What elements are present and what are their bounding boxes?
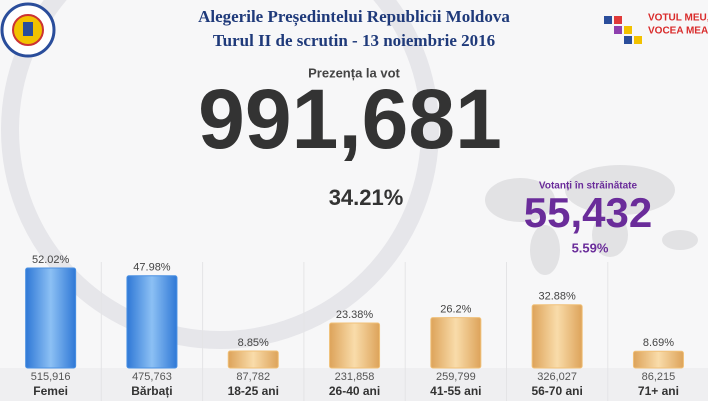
category-label: Bărbați: [131, 384, 172, 398]
bar: [25, 267, 77, 369]
category-label: 56-70 ani: [531, 384, 582, 398]
logo-mark: [604, 16, 642, 44]
title: Alegerile Președintelui Republicii Moldo…: [198, 7, 510, 27]
subtitle: Turul II de scrutin - 13 noiembrie 2016: [213, 31, 495, 50]
count-label: 475,763: [132, 371, 172, 383]
category-label: Femei: [33, 384, 68, 398]
bar: [430, 317, 482, 369]
chart-footer: [0, 368, 708, 401]
category-label: 18-25 ani: [228, 384, 279, 398]
category-label: 71+ ani: [638, 384, 679, 398]
logo-text: VOCEA MEA!: [648, 26, 708, 37]
value-label: 23.38%: [336, 309, 374, 321]
value-label: 52.02%: [32, 254, 70, 266]
value-label: 8.69%: [643, 337, 674, 349]
watermark: [1, 0, 439, 349]
bar: [126, 275, 178, 369]
category-label: 26-40 ani: [329, 384, 380, 398]
turnout-label: Prezența la vot: [308, 65, 400, 80]
count-label: 326,027: [537, 371, 577, 383]
count-label: 86,215: [642, 371, 676, 383]
value-label: 47.98%: [133, 262, 171, 274]
abroad-label: Votanți în străinătate: [539, 181, 638, 192]
bar: [531, 304, 583, 369]
category-label: 41-55 ani: [430, 384, 481, 398]
count-label: 87,782: [236, 371, 270, 383]
bar: [227, 350, 279, 369]
world-map: [485, 165, 698, 275]
bar: [329, 322, 381, 369]
abroad-count: 55,432: [524, 189, 652, 236]
bar: [632, 350, 684, 369]
value-label: 32.88%: [538, 291, 576, 303]
value-label: 26.2%: [440, 304, 471, 316]
turnout-count: 991,681: [198, 72, 502, 166]
seal: [0, 2, 56, 58]
turnout-percent: 34.21%: [329, 185, 404, 210]
count-label: 515,916: [31, 371, 71, 383]
abroad-percent: 5.59%: [572, 240, 609, 255]
count-label: 259,799: [436, 371, 476, 383]
count-label: 231,858: [335, 371, 375, 383]
logo-text: VOTUL MEU,: [648, 13, 708, 24]
value-label: 8.85%: [238, 337, 269, 349]
